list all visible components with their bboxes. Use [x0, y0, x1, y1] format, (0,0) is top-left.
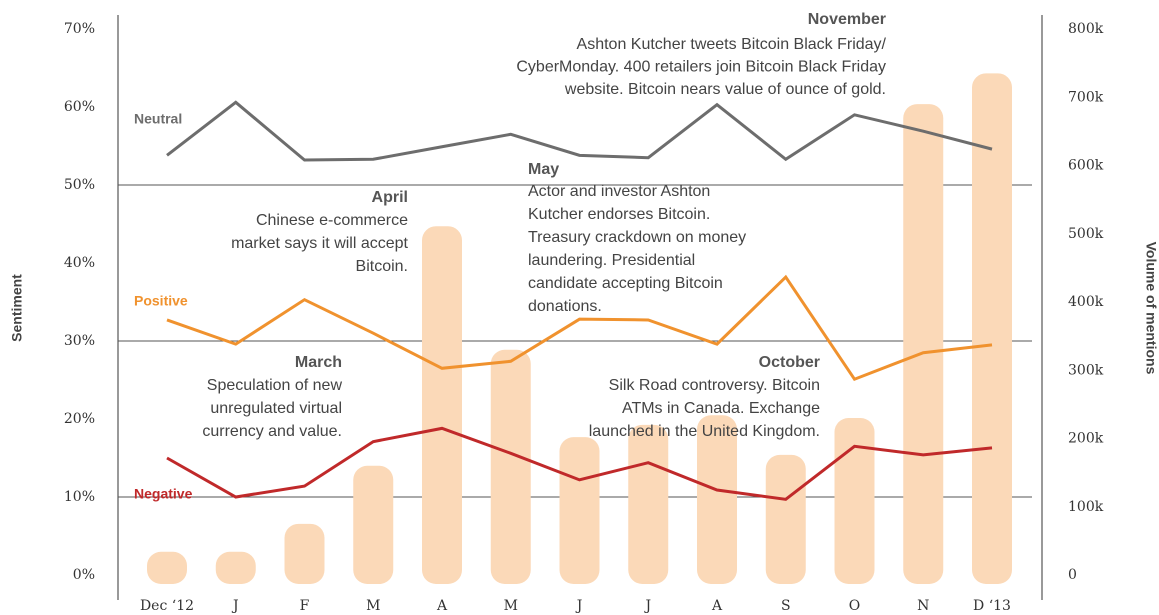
y2-tick-label: 600k [1068, 158, 1104, 174]
annotation-text: Kutcher endorses Bitcoin. [528, 206, 710, 223]
y-tick-label: 20% [64, 411, 95, 427]
annotation-title: November [808, 11, 886, 28]
bar [490, 349, 531, 584]
y2-tick-label: 300k [1068, 362, 1104, 378]
line-series [166, 100, 993, 162]
x-tick-label: A [711, 598, 723, 614]
annotation-text: Treasury crackdown on money [528, 229, 746, 246]
y2-axis-title: Volume of mentions [1143, 242, 1159, 375]
bar [972, 73, 1012, 585]
annotation-text: unregulated virtual [210, 400, 342, 417]
y-tick-label: 40% [64, 255, 95, 271]
annotation-text: market says it will accept [231, 235, 408, 252]
annotation-text: ATMs in Canada. Exchange [622, 400, 820, 417]
annotation-text: Silk Road controversy. Bitcoin [609, 377, 820, 394]
x-tick-label: O [849, 598, 860, 614]
annotation-title: May [528, 161, 559, 178]
bar [284, 523, 325, 584]
line-series [166, 426, 993, 501]
bar [559, 437, 600, 584]
annotation-text: website. Bitcoin nears value of ounce of… [564, 81, 886, 98]
y-tick-label: 0% [73, 567, 95, 583]
y-axis-title: Sentiment [9, 274, 25, 342]
bar [765, 454, 806, 584]
annotation-text: launched in the United Kingdom. [589, 423, 820, 440]
y2-tick-label: 700k [1068, 89, 1104, 105]
series-label: Negative [134, 486, 193, 502]
x-tick-label: A [436, 598, 448, 614]
x-tick-label: M [366, 598, 380, 614]
line-series [166, 274, 993, 382]
bar [215, 551, 256, 584]
annotation-text: Ashton Kutcher tweets Bitcoin Black Frid… [577, 36, 887, 53]
y2-tick-label: 0 [1068, 567, 1077, 583]
y2-tick-label: 100k [1068, 499, 1104, 515]
y-tick-label: 30% [64, 333, 95, 349]
y-tick-label: 10% [64, 489, 95, 505]
y-tick-label: 60% [64, 99, 95, 115]
annotation-text: Bitcoin. [356, 258, 408, 275]
bar [903, 104, 944, 584]
y-tick-label: 70% [64, 21, 95, 37]
x-tick-label: Dec ‘12 [140, 598, 194, 614]
x-tick-label: S [781, 598, 791, 614]
y-tick-label: 50% [64, 177, 95, 193]
series-label: Positive [134, 293, 188, 309]
y2-tick-label: 200k [1068, 431, 1104, 447]
x-tick-label: M [504, 598, 518, 614]
annotation-title: March [295, 354, 342, 371]
bar [147, 551, 187, 584]
y2-tick-label: 400k [1068, 294, 1104, 310]
annotation-text: donations. [528, 298, 602, 315]
bar [628, 424, 669, 584]
annotation-text: laundering. Presidential [528, 252, 695, 269]
x-tick-label: D ‘13 [973, 598, 1011, 614]
annotation-text: Speculation of new [207, 377, 343, 394]
bar [834, 418, 875, 584]
x-tick-label: J [231, 598, 239, 614]
bar [422, 226, 462, 584]
x-tick-label: J [575, 598, 583, 614]
annotation-text: Actor and investor Ashton [528, 183, 710, 200]
annotation-text: Chinese e-commerce [256, 212, 408, 229]
x-tick-label: J [643, 598, 651, 614]
annotation-text: candidate accepting Bitcoin [528, 275, 723, 292]
bar [697, 415, 737, 584]
bar [353, 465, 394, 584]
annotation-text: CyberMonday. 400 retailers join Bitcoin … [516, 59, 886, 76]
y2-tick-label: 800k [1068, 21, 1104, 37]
x-tick-label: N [917, 598, 929, 614]
series-label: Neutral [134, 111, 182, 127]
annotation-title: April [372, 189, 408, 206]
x-tick-label: F [300, 598, 310, 614]
y2-tick-label: 500k [1068, 226, 1104, 242]
annotation-text: currency and value. [202, 423, 342, 440]
annotation-title: October [759, 354, 820, 371]
